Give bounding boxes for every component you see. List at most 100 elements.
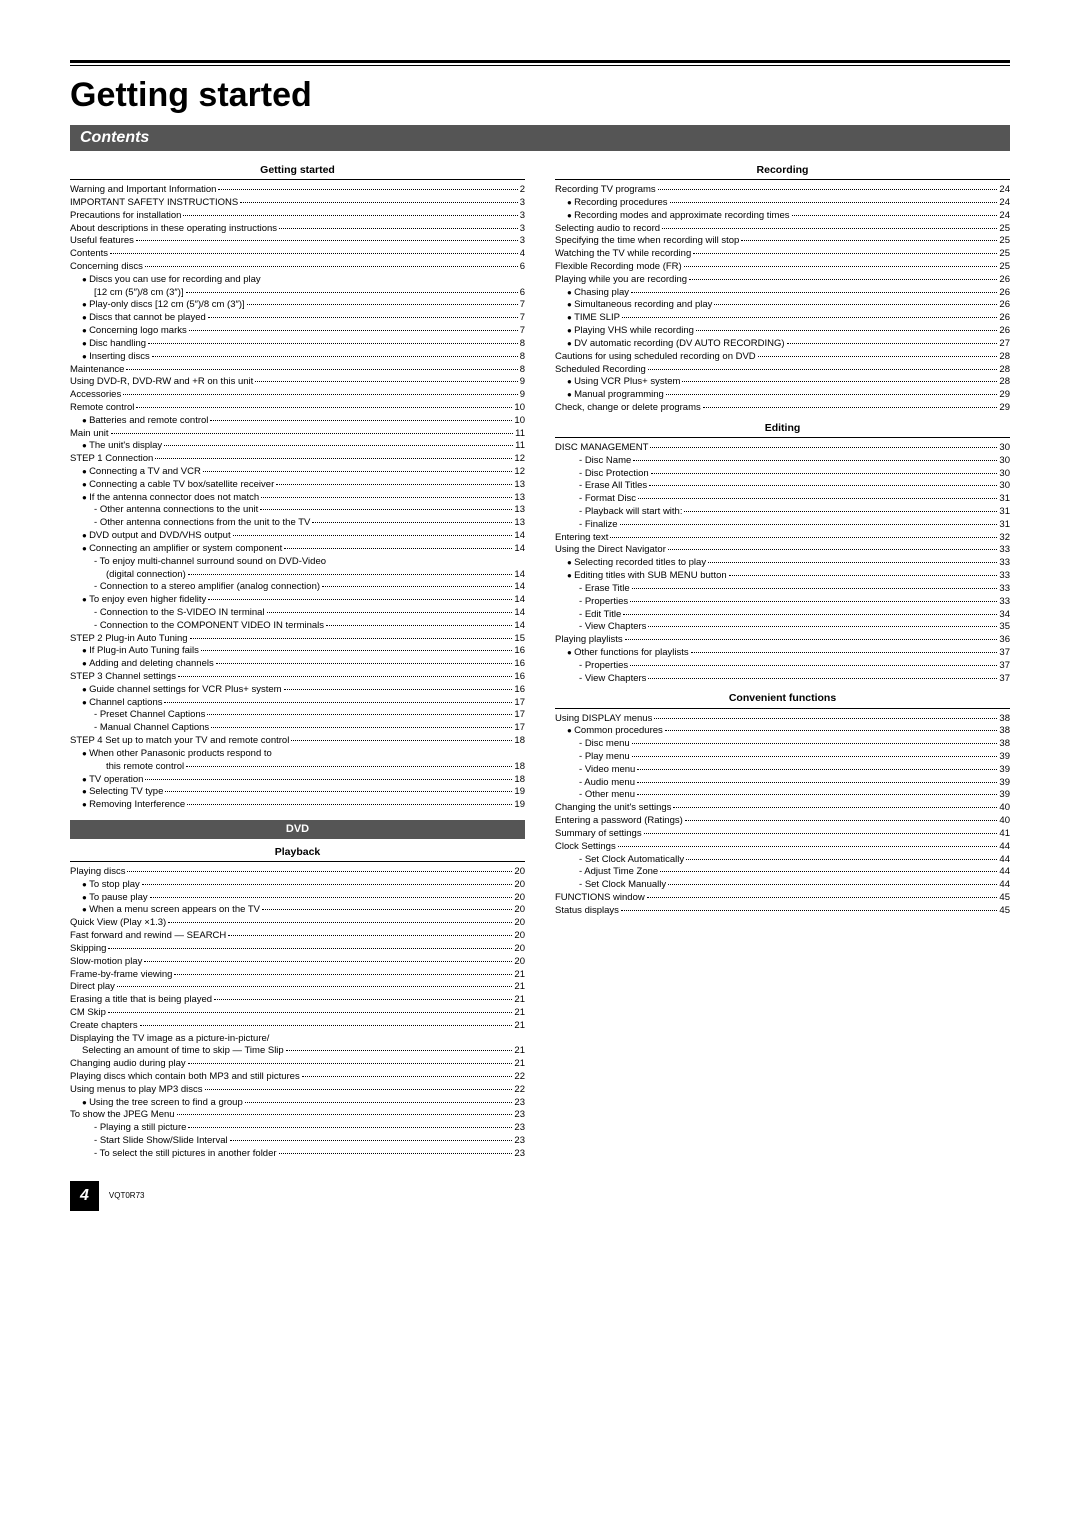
toc-entry: Playing a still picture23 (70, 1122, 525, 1135)
toc-page: 4 (520, 248, 525, 261)
toc-entry: Quick View (Play ×1.3)20 (70, 917, 525, 930)
leader-dots (660, 871, 997, 872)
toc-entry: Connecting a cable TV box/satellite rece… (70, 479, 525, 492)
leader-dots (648, 626, 997, 627)
top-rule (70, 60, 1010, 66)
toc-page: 3 (520, 197, 525, 210)
leader-dots (691, 652, 998, 653)
toc-label: Disc Name (579, 455, 631, 468)
toc-entry: Recording TV programs24 (555, 184, 1010, 197)
toc-label: Properties (579, 660, 628, 673)
toc-entry: IMPORTANT SAFETY INSTRUCTIONS3 (70, 197, 525, 210)
toc-entry: Recording modes and approximate recordin… (555, 210, 1010, 223)
leader-dots (632, 756, 998, 757)
toc-label: Using the tree screen to find a group (82, 1097, 243, 1110)
leader-dots (276, 484, 512, 485)
leader-dots (214, 999, 512, 1000)
toc-label: Connection to the S-VIDEO IN terminal (94, 607, 265, 620)
toc-entry: Chasing play26 (555, 287, 1010, 300)
toc-entry: Accessories9 (70, 389, 525, 402)
toc-page: 13 (514, 492, 525, 505)
toc-entry: Set Clock Automatically44 (555, 854, 1010, 867)
toc-label: Erasing a title that is being played (70, 994, 212, 1007)
leader-dots (665, 730, 998, 731)
toc-label: CM Skip (70, 1007, 106, 1020)
toc-label: Discs you can use for recording and play (82, 274, 261, 287)
toc-label: Contents (70, 248, 108, 261)
toc-label: Using DISPLAY menus (555, 713, 652, 726)
leader-dots (284, 548, 512, 549)
toc-entry: Fast forward and rewind — SEARCH20 (70, 930, 525, 943)
toc-page: 8 (520, 338, 525, 351)
toc-label: STEP 4 Set up to match your TV and remot… (70, 735, 289, 748)
toc-label: STEP 2 Plug-in Auto Tuning (70, 633, 188, 646)
toc-page: 25 (999, 261, 1010, 274)
toc-page: 38 (999, 713, 1010, 726)
toc-label: Specifying the time when recording will … (555, 235, 739, 248)
leader-dots (152, 356, 518, 357)
toc-entry: Format Disc31 (555, 493, 1010, 506)
toc-entry: TIME SLIP26 (555, 312, 1010, 325)
toc-label: Maintenance (70, 364, 124, 377)
toc-label: Chasing play (567, 287, 629, 300)
leader-dots (186, 292, 518, 293)
toc-entry: Changing the unit's settings40 (555, 802, 1010, 815)
toc-label: Cautions for using scheduled recording o… (555, 351, 756, 364)
leader-dots (668, 549, 998, 550)
toc-page: 33 (999, 544, 1010, 557)
section-header: Getting started (70, 163, 525, 180)
toc-label: Video menu (579, 764, 635, 777)
toc-label: Create chapters (70, 1020, 138, 1033)
toc-entry: Maintenance8 (70, 364, 525, 377)
toc-entry: Manual programming29 (555, 389, 1010, 402)
leader-dots (144, 961, 512, 962)
toc-label: Playing discs (70, 866, 125, 879)
leader-dots (262, 909, 512, 910)
toc-label: Connection to the COMPONENT VIDEO IN ter… (94, 620, 324, 633)
toc-page: 20 (514, 904, 525, 917)
toc-entry: To stop play20 (70, 879, 525, 892)
leader-dots (145, 779, 512, 780)
toc-entry: Using DISPLAY menus 38 (555, 713, 1010, 726)
toc-entry: Using VCR Plus+ system28 (555, 376, 1010, 389)
toc-page: 33 (999, 596, 1010, 609)
toc-entry: Playing playlists36 (555, 634, 1010, 647)
toc-entry: Edit Title34 (555, 609, 1010, 622)
toc-page: 24 (999, 210, 1010, 223)
dvd-bar: DVD (70, 820, 525, 839)
toc-entry: TV operation18 (70, 774, 525, 787)
toc-entry: Check, change or delete programs29 (555, 402, 1010, 415)
toc-entry: Connection to the COMPONENT VIDEO IN ter… (70, 620, 525, 633)
toc-page: 7 (520, 312, 525, 325)
toc-page: 44 (999, 879, 1010, 892)
toc-label: Fast forward and rewind — SEARCH (70, 930, 226, 943)
toc-label: Guide channel settings for VCR Plus+ sys… (82, 684, 282, 697)
leader-dots (240, 202, 518, 203)
leader-dots (207, 714, 512, 715)
toc-entry: this remote control18 (70, 761, 525, 774)
leader-dots (174, 974, 512, 975)
toc-page: 39 (999, 764, 1010, 777)
leader-dots (108, 948, 512, 949)
toc-entry: CM Skip21 (70, 1007, 525, 1020)
leader-dots (630, 665, 997, 666)
toc-entry: Disc Name30 (555, 455, 1010, 468)
toc-page: 24 (999, 197, 1010, 210)
toc-entry: Preset Channel Captions17 (70, 709, 525, 722)
toc-entry: Common procedures38 (555, 725, 1010, 738)
toc-label: Selecting recorded titles to play (567, 557, 706, 570)
toc-entry: Using the tree screen to find a group23 (70, 1097, 525, 1110)
toc-page: 8 (520, 351, 525, 364)
leader-dots (668, 884, 997, 885)
leader-dots (255, 381, 517, 382)
toc-entry: Connection to the S-VIDEO IN terminal14 (70, 607, 525, 620)
toc-label: Erase Title (579, 583, 630, 596)
leader-dots (644, 833, 998, 834)
toc-entry: Concerning logo marks7 (70, 325, 525, 338)
toc-entry: Finalize31 (555, 519, 1010, 532)
toc-entry: Using the Direct Navigator33 (555, 544, 1010, 557)
toc-label: Channel captions (82, 697, 162, 710)
leader-dots (148, 343, 518, 344)
leader-dots (284, 689, 513, 690)
toc-entry: Connecting an amplifier or system compon… (70, 543, 525, 556)
